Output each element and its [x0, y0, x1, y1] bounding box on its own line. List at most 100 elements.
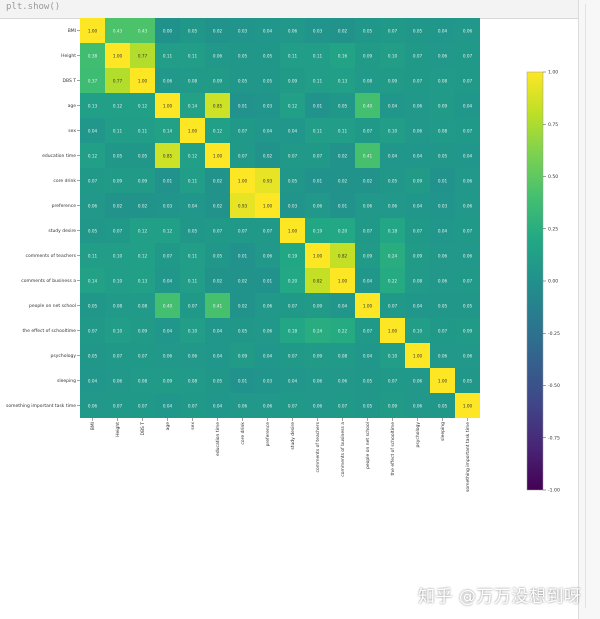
heatmap-cell	[280, 93, 305, 118]
cell-annotation: 0.37	[88, 79, 98, 84]
heatmap-cell	[105, 168, 130, 193]
heatmap-cell	[155, 368, 180, 393]
cell-annotation: 0.05	[363, 404, 373, 409]
cell-annotation: 0.05	[363, 29, 373, 34]
cell-annotation: 0.05	[288, 179, 298, 184]
heatmap-cell	[180, 118, 205, 143]
cell-annotation: 0.07	[88, 329, 98, 334]
y-tick-label: psychology	[51, 353, 77, 359]
heatmap-cell	[155, 18, 180, 43]
cell-annotation: 0.07	[463, 229, 473, 234]
cell-annotation: 0.04	[363, 354, 373, 359]
heatmap-cell	[430, 168, 455, 193]
page-scrollbar[interactable]	[578, 0, 600, 619]
watermark-text: 知乎 @万万没想到呀	[418, 587, 582, 607]
heatmap-cell	[380, 143, 405, 168]
heatmap-cell	[330, 118, 355, 143]
cell-annotation: 0.03	[163, 204, 173, 209]
cell-annotation: 0.07	[413, 54, 423, 59]
heatmap-cell	[455, 18, 480, 43]
heatmap-cell	[355, 118, 380, 143]
heatmap-cell	[355, 193, 380, 218]
heatmap-cell	[155, 393, 180, 418]
cell-annotation: 0.04	[338, 304, 348, 309]
cell-annotation: 0.11	[188, 179, 198, 184]
cell-annotation: 1.00	[463, 404, 473, 409]
y-tick-label: core drink	[53, 178, 76, 184]
cell-annotation: 0.03	[238, 29, 248, 34]
heatmap-cell	[355, 243, 380, 268]
y-tick-label: comments of business a	[21, 278, 76, 284]
x-tick-label: the effect of schooltime	[390, 422, 396, 476]
cell-annotation: 0.06	[463, 179, 473, 184]
heatmap-cell	[380, 18, 405, 43]
x-tick-label: core drink	[240, 422, 246, 445]
heatmap-cell	[180, 293, 205, 318]
cell-annotation: 0.07	[288, 154, 298, 159]
heatmap-cell	[355, 93, 380, 118]
cell-annotation: 0.06	[363, 204, 373, 209]
cell-annotation: 0.03	[263, 379, 273, 384]
heatmap-cell	[80, 293, 105, 318]
heatmap-cell	[405, 18, 430, 43]
cell-annotation: 0.07	[288, 354, 298, 359]
cell-annotation: 0.06	[338, 379, 348, 384]
heatmap-cell	[380, 93, 405, 118]
cell-annotation: 0.18	[288, 329, 298, 334]
cell-annotation: 0.10	[188, 329, 198, 334]
cell-annotation: 0.11	[88, 254, 98, 259]
heatmap-cell	[405, 68, 430, 93]
heatmap-cell	[380, 368, 405, 393]
heatmap-cell	[180, 168, 205, 193]
cell-annotation: 0.06	[313, 379, 323, 384]
heatmap-cell	[180, 93, 205, 118]
heatmap-cell	[155, 68, 180, 93]
cell-annotation: 1.00	[338, 279, 348, 284]
heatmap-cell	[380, 318, 405, 343]
scrollbar-track[interactable]	[585, 4, 592, 608]
y-tick-label: BMI	[68, 28, 76, 34]
y-tick-label: sex	[68, 129, 76, 134]
cell-annotation: 1.00	[238, 179, 248, 184]
heatmap-cell	[80, 218, 105, 243]
cell-annotation: 0.04	[88, 379, 98, 384]
cell-annotation: 0.09	[163, 379, 173, 384]
heatmap-cell	[230, 43, 255, 68]
heatmap-cell	[230, 218, 255, 243]
heatmap-cell	[205, 318, 230, 343]
cell-annotation: 0.09	[363, 54, 373, 59]
cell-annotation: 0.12	[213, 129, 223, 134]
cell-annotation: 0.20	[338, 229, 348, 234]
cell-annotation: 0.00	[163, 29, 173, 34]
heatmap-cell	[380, 268, 405, 293]
heatmap-cell	[255, 318, 280, 343]
cell-annotation: 0.04	[288, 379, 298, 384]
colorbar-tick-label: -0.50	[548, 383, 560, 389]
heatmap-cell	[180, 193, 205, 218]
cell-annotation: 0.09	[363, 254, 373, 259]
heatmap-cell	[355, 343, 380, 368]
x-tick-label: sex	[191, 422, 196, 430]
heatmap-cell	[405, 343, 430, 368]
cell-annotation: 0.10	[113, 279, 123, 284]
cell-annotation: 0.07	[438, 329, 448, 334]
y-tick-label: the effect of schooltime	[23, 328, 77, 334]
cell-annotation: 0.06	[263, 404, 273, 409]
heatmap-cell	[255, 118, 280, 143]
cell-annotation: 0.40	[163, 304, 173, 309]
heatmap-cell	[305, 243, 330, 268]
heatmap-cell	[430, 18, 455, 43]
cell-annotation: 0.05	[113, 154, 123, 159]
cell-annotation: 0.14	[163, 129, 173, 134]
cell-annotation: 0.02	[238, 279, 248, 284]
cell-annotation: 0.05	[438, 154, 448, 159]
heatmap-cell	[230, 93, 255, 118]
cell-annotation: 0.07	[288, 404, 298, 409]
cell-annotation: 0.05	[338, 104, 348, 109]
heatmap-cell	[255, 93, 280, 118]
cell-annotation: 0.04	[438, 229, 448, 234]
heatmap-cell	[80, 43, 105, 68]
heatmap-cell	[255, 343, 280, 368]
heatmap-cell	[130, 193, 155, 218]
heatmap-cell	[430, 343, 455, 368]
